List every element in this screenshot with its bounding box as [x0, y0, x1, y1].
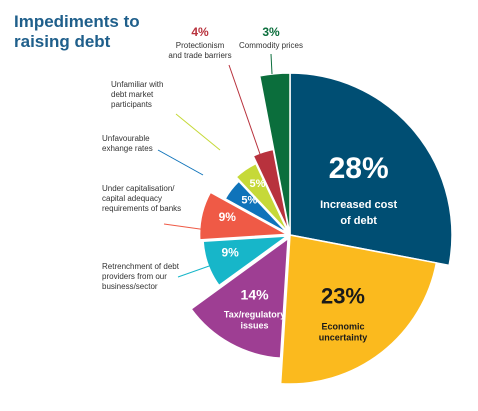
pie-slice-increased-cost-of-debt [289, 72, 453, 267]
leader-line-under-capitalisation-capital-adequacy-requirements-of-banks [163, 223, 208, 231]
leader-line-unfamiliar-with-debt-market-participants [175, 113, 221, 151]
leader-line-retrenchment-of-debt-providers-from-our-business-sector [177, 264, 213, 278]
value-label-under-capitalisation-capital-adequacy-requirements-of-banks: 9% [219, 210, 237, 224]
pie-slice-commodity-prices [258, 72, 291, 236]
category-label-tax-regulatory-issues: Tax/regulatory issues [224, 309, 285, 330]
chart-title: Impediments to raising debt [14, 12, 140, 51]
category-label-commodity-prices: Commodity prices [239, 41, 303, 50]
category-label-under-capitalisation-capital-adequacy-requirements-of-banks: Under capitalisation/capital adequacy req… [102, 184, 181, 213]
pie-slice-retrenchment-of-debt-providers-from-our-business-sector [202, 235, 290, 287]
leader-line-commodity-prices [270, 53, 273, 75]
category-label-increased-cost-of-debt: Increased cost of debt [320, 199, 397, 227]
value-label-retrenchment-of-debt-providers-from-our-business-sector: 9% [221, 246, 239, 260]
value-label-protectionism-and-trade-barriers: 4% [191, 25, 209, 39]
value-label-commodity-prices: 3% [262, 25, 280, 39]
category-label-economic-uncertainty: Economic uncertainty [319, 321, 368, 342]
value-label-unfavourable-exhange-rates: 5% [241, 194, 257, 206]
pie-slice-under-capitalisation-capital-adequacy-requirements-of-banks [198, 191, 290, 241]
category-label-unfamiliar-with-debt-market-participants: Unfamiliar with debt market participants [111, 80, 163, 109]
category-label-protectionism-and-trade-barriers: Protectionism and trade barriers [168, 41, 231, 60]
category-label-unfavourable-exhange-rates: Unfavourable exhange rates [102, 134, 153, 153]
value-label-economic-uncertainty: 23% [321, 283, 365, 308]
leader-line-unfavourable-exhange-rates [157, 149, 204, 176]
pie-slice-unfavourable-exhange-rates [224, 180, 289, 234]
value-label-tax-regulatory-issues: 14% [241, 286, 270, 302]
leader-line-protectionism-and-trade-barriers [228, 64, 262, 158]
pie-slice-tax-regulatory-issues [190, 236, 289, 359]
pie-slice-unfamiliar-with-debt-market-participants [235, 162, 289, 234]
pie-slice-economic-uncertainty [279, 234, 438, 385]
category-label-retrenchment-of-debt-providers-from-our-business-sector: Retrenchment of debt providers from our bu… [102, 262, 180, 291]
value-label-increased-cost-of-debt: 28% [329, 152, 389, 185]
value-label-unfamiliar-with-debt-market-participants: 5% [250, 178, 266, 190]
